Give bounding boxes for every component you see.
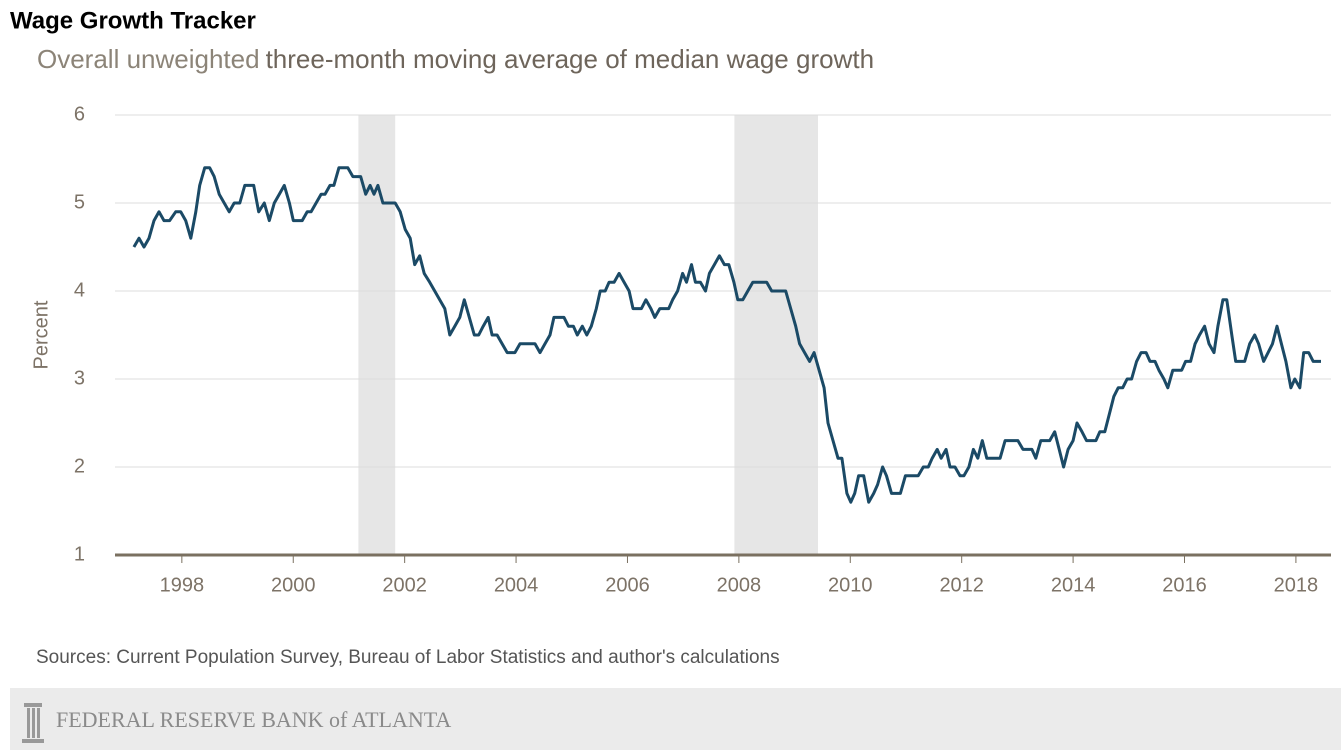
- data-line: [132, 166, 1321, 504]
- x-tick-label: 2010: [828, 574, 873, 596]
- logo: [22, 703, 44, 743]
- x-tick-label: 2012: [939, 574, 984, 596]
- x-tick-label: 2006: [605, 574, 650, 596]
- x-tick-label: 2002: [382, 574, 427, 596]
- x-tick-label: 2004: [494, 574, 539, 596]
- x-tick-label: 2018: [1274, 574, 1319, 596]
- source-note: Sources: Current Population Survey, Bure…: [36, 647, 780, 668]
- subtitle-text: three-month moving average of median wag…: [266, 44, 874, 74]
- y-tick-label: 4: [74, 279, 85, 301]
- subtitle-highlight: Overall unweighted: [37, 44, 260, 74]
- x-tick-label: 2008: [717, 574, 762, 596]
- x-tick-label: 1998: [160, 574, 205, 596]
- chart-subtitle: Overall unweighted three-month moving ave…: [37, 44, 874, 74]
- recession-shade: [734, 115, 818, 555]
- plot-area: 1 2 3 4 5 6 1998 2000 2002 2004 2006 2008 2010 2012 20…: [74, 103, 1331, 596]
- footer-text: FEDERAL RESERVE BANK of ATLANTA: [56, 707, 451, 732]
- y-tick-label: 3: [74, 367, 85, 389]
- y-tick-label: 5: [74, 191, 85, 213]
- y-tick-label: 2: [74, 455, 85, 477]
- chart-title: Wage Growth Tracker: [10, 7, 256, 34]
- x-tick-label: 2016: [1162, 574, 1207, 596]
- footer-band: [10, 688, 1341, 750]
- y-tick-label: 6: [74, 103, 85, 125]
- recession-shade: [358, 115, 396, 555]
- x-tick-label: 2014: [1051, 574, 1096, 596]
- y-axis-label: Percent: [30, 300, 52, 369]
- x-tick-label: 2000: [271, 574, 316, 596]
- y-tick-label: 1: [74, 543, 85, 565]
